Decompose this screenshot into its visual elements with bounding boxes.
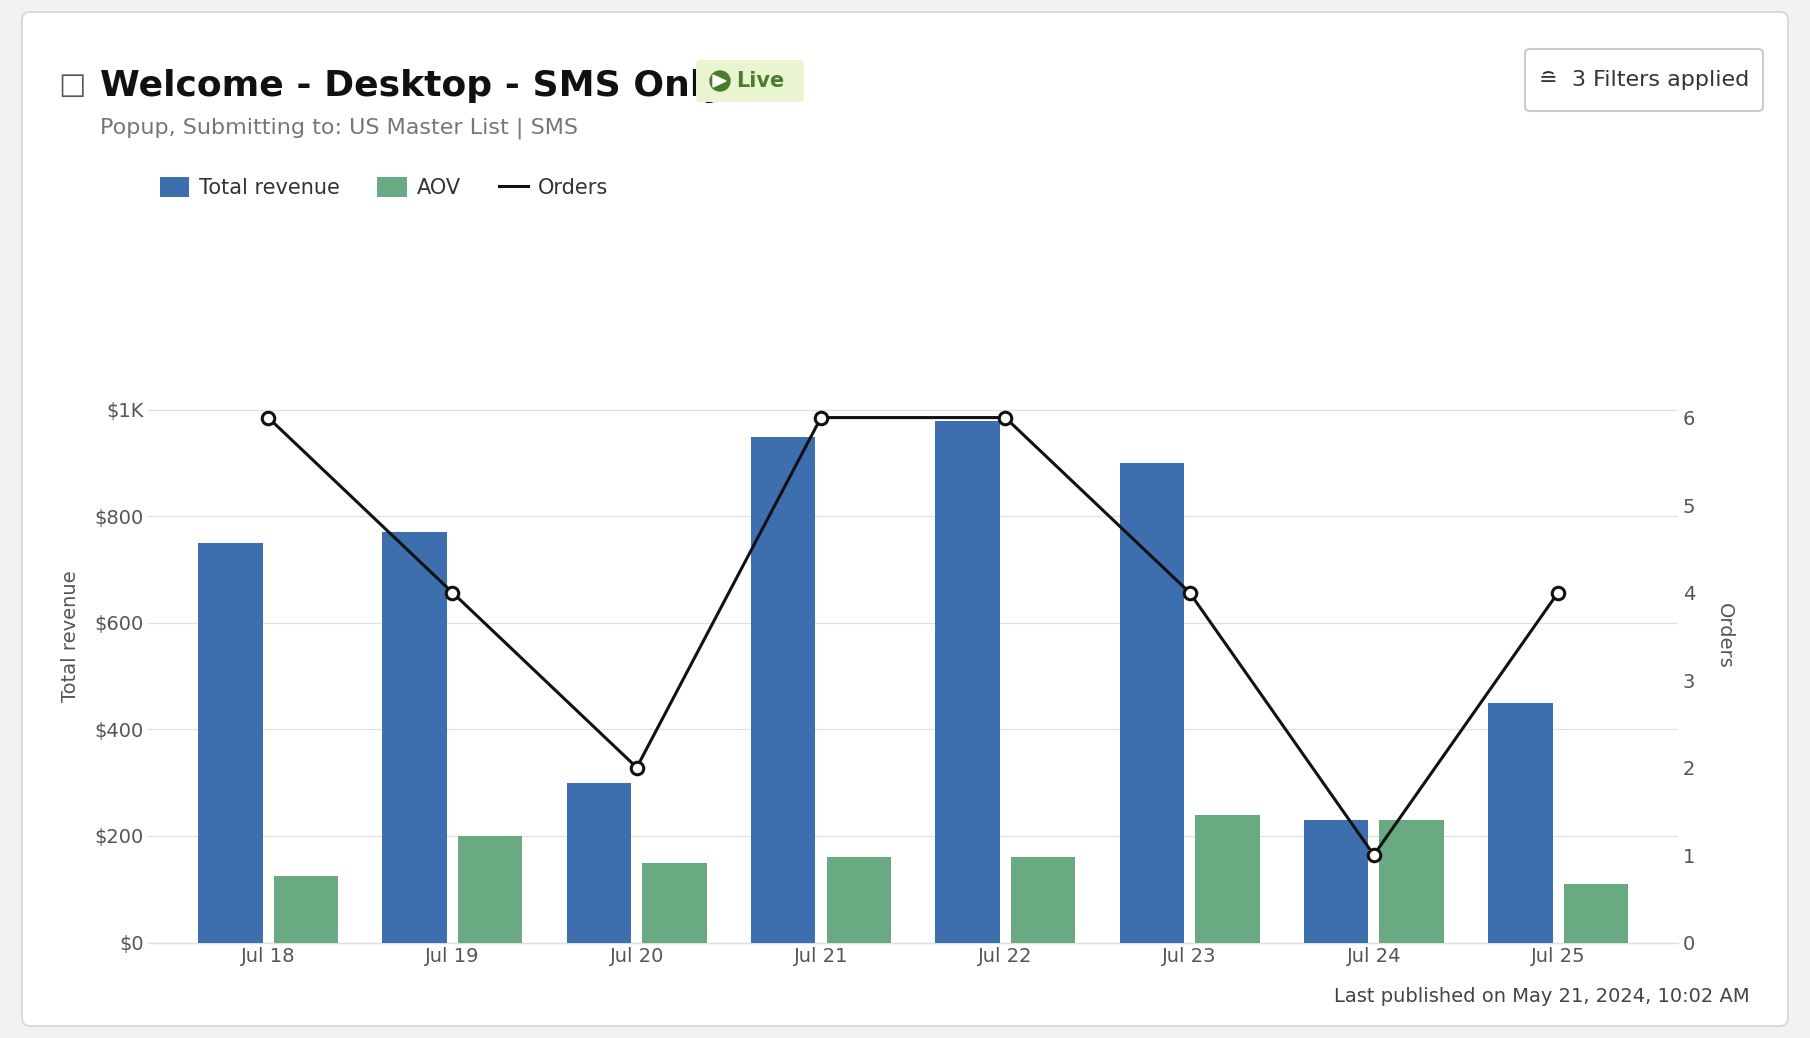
Text: Last published on May 21, 2024, 10:02 AM: Last published on May 21, 2024, 10:02 AM <box>1334 986 1750 1006</box>
Bar <box>273 876 338 943</box>
Bar <box>1010 857 1075 943</box>
Text: Live: Live <box>737 71 784 91</box>
Bar <box>1488 703 1553 943</box>
FancyBboxPatch shape <box>1526 49 1763 111</box>
Bar <box>643 863 706 943</box>
Bar <box>1564 884 1629 943</box>
Bar <box>1120 463 1184 943</box>
Bar <box>567 783 632 943</box>
Bar <box>197 543 262 943</box>
Circle shape <box>710 71 729 91</box>
Bar <box>1379 820 1444 943</box>
Bar <box>1303 820 1368 943</box>
Y-axis label: Total revenue: Total revenue <box>62 571 80 702</box>
Legend: Total revenue, AOV, Orders: Total revenue, AOV, Orders <box>152 169 617 207</box>
Bar <box>1195 815 1260 943</box>
Text: Welcome - Desktop - SMS Only: Welcome - Desktop - SMS Only <box>100 69 726 103</box>
Bar <box>382 532 447 943</box>
Text: Popup, Submitting to: US Master List | SMS: Popup, Submitting to: US Master List | S… <box>100 117 577 139</box>
Polygon shape <box>713 75 726 87</box>
Bar <box>751 437 816 943</box>
Bar <box>458 836 523 943</box>
Text: ≘  3 Filters applied: ≘ 3 Filters applied <box>1538 70 1748 90</box>
FancyBboxPatch shape <box>697 60 804 102</box>
FancyBboxPatch shape <box>22 12 1788 1026</box>
Y-axis label: Orders: Orders <box>1714 603 1734 670</box>
Bar <box>827 857 891 943</box>
Bar <box>936 420 999 943</box>
Text: ☐: ☐ <box>58 74 85 103</box>
